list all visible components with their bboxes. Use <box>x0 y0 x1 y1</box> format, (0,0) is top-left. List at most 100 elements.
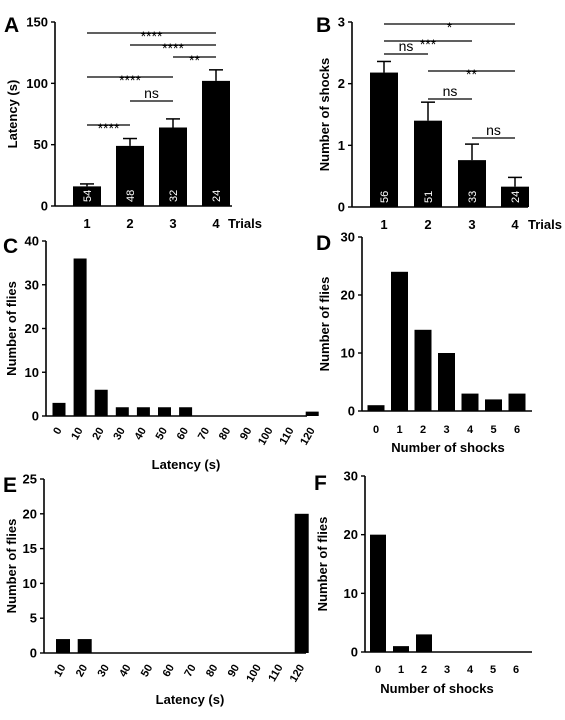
y-tick-label-e: 0 <box>30 646 37 661</box>
x-tick-label-c: 30 <box>111 426 128 443</box>
y-tick-label-b: 2 <box>338 76 345 91</box>
n-label-a-4: 24 <box>211 190 223 202</box>
n-label-a-1: 54 <box>82 190 94 202</box>
bar-b-1 <box>370 72 398 207</box>
panel-label-d: D <box>316 232 331 255</box>
bar-b-4 <box>501 186 529 207</box>
x-tick-label-e: 40 <box>117 663 134 680</box>
bar-e-10 <box>56 639 70 653</box>
panel-label-e: E <box>3 474 17 497</box>
bar-d-4 <box>461 393 479 411</box>
x-tick-label-c: 60 <box>175 426 192 443</box>
y-tick-label-b: 1 <box>338 138 345 153</box>
x-tick-label-e: 10 <box>52 663 69 680</box>
significance-label-b: ns <box>443 83 458 99</box>
x-tick-label-d: 2 <box>420 424 426 436</box>
y-tick-label-d: 30 <box>341 230 355 245</box>
x-tick-label-f: 4 <box>467 664 474 676</box>
panel-label-b: B <box>316 14 331 37</box>
x-tick-label-e: 70 <box>182 663 199 680</box>
y-tick-label-c: 30 <box>25 277 39 292</box>
x-tick-label-e: 20 <box>74 663 91 680</box>
y-tick-label-c: 40 <box>25 234 39 249</box>
x-tick-label-e: 50 <box>139 663 156 680</box>
panel-label-a: A <box>4 14 19 37</box>
bar-c-30 <box>115 407 129 416</box>
significance-label-a: ns <box>144 85 159 101</box>
significance-label-b: ** <box>466 66 477 82</box>
x-tick-label-b: 2 <box>424 217 431 232</box>
y-tick-label-a: 100 <box>26 76 48 91</box>
bar-d-6 <box>508 393 526 411</box>
bar-c-40 <box>136 407 150 416</box>
bar-a-2 <box>116 145 144 206</box>
bar-e-120 <box>294 513 309 653</box>
x-tick-label-f: 5 <box>490 664 496 676</box>
y-tick-label-c: 20 <box>25 321 39 336</box>
x-tick-label-b: 1 <box>380 217 387 232</box>
y-tick-label-a: 50 <box>34 137 48 152</box>
significance-label-b: * <box>447 19 453 35</box>
significance-label-a: **** <box>119 72 141 88</box>
significance-label-a: **** <box>98 120 120 136</box>
significance-label-a: ** <box>189 52 200 68</box>
x-tick-label-e: 90 <box>226 663 243 680</box>
x-tick-label-c: 120 <box>298 426 318 448</box>
bar-f-1 <box>393 646 409 652</box>
x-tick-label-d: 4 <box>467 424 474 436</box>
bar-c-20 <box>94 389 108 416</box>
x-axis-label-a: Trials <box>228 216 262 231</box>
x-tick-label-f: 0 <box>375 664 381 676</box>
bar-a-1 <box>73 186 101 206</box>
x-tick-label-d: 5 <box>490 424 496 436</box>
y-tick-label-e: 10 <box>23 576 37 591</box>
y-axis-label-d: Number of flies <box>317 277 332 372</box>
x-axis-label-f: Number of shocks <box>380 681 493 696</box>
panel-label-f: F <box>314 472 327 495</box>
bar-c-50 <box>158 407 171 416</box>
y-tick-label-e: 25 <box>23 472 37 487</box>
x-tick-label-c: 40 <box>132 426 149 443</box>
x-axis-label-d: Number of shocks <box>391 440 504 455</box>
x-tick-label-c: 70 <box>196 426 213 443</box>
y-tick-label-e: 15 <box>23 541 37 556</box>
bar-b-3 <box>458 160 486 207</box>
bar-c-120 <box>305 411 319 416</box>
x-tick-label-c: 80 <box>217 426 234 443</box>
bar-c-60 <box>179 407 193 416</box>
bar-d-0 <box>367 405 385 411</box>
y-tick-label-f: 30 <box>344 469 358 484</box>
x-tick-label-d: 0 <box>373 424 379 436</box>
x-tick-label-e: 120 <box>288 663 308 685</box>
x-tick-label-e: 30 <box>95 663 112 680</box>
n-label-b-2: 51 <box>423 191 435 203</box>
y-tick-label-b: 3 <box>338 15 345 30</box>
y-tick-label-e: 20 <box>23 506 37 521</box>
bar-e-20 <box>77 639 92 653</box>
x-tick-label-e: 110 <box>266 663 285 684</box>
n-label-b-1: 56 <box>379 191 391 203</box>
x-tick-label-c: 10 <box>69 426 86 443</box>
bar-f-0 <box>370 534 386 652</box>
panel-label-c: C <box>3 235 18 258</box>
x-tick-label-c: 20 <box>90 426 107 443</box>
x-tick-label-e: 100 <box>244 663 264 685</box>
y-tick-label-b: 0 <box>338 200 345 215</box>
x-tick-label-e: 60 <box>161 663 178 680</box>
x-tick-label-f: 6 <box>513 664 519 676</box>
bar-c-10 <box>73 258 87 416</box>
significance-label-a: **** <box>141 28 163 44</box>
y-axis-label-e: Number of flies <box>4 519 19 614</box>
y-tick-label-c: 10 <box>25 365 39 380</box>
y-axis-label-f: Number of flies <box>315 517 330 612</box>
x-tick-label-d: 3 <box>443 424 449 436</box>
bar-d-1 <box>391 271 408 411</box>
y-tick-label-d: 0 <box>348 404 355 419</box>
x-tick-label-a: 4 <box>212 216 220 231</box>
significance-label-b: ns <box>399 38 414 54</box>
x-tick-label-a: 2 <box>126 216 133 231</box>
x-axis-label-e: Latency (s) <box>156 692 225 707</box>
y-axis-label-c: Number of flies <box>4 281 19 376</box>
bar-d-5 <box>485 399 502 411</box>
y-tick-label-d: 20 <box>341 288 355 303</box>
